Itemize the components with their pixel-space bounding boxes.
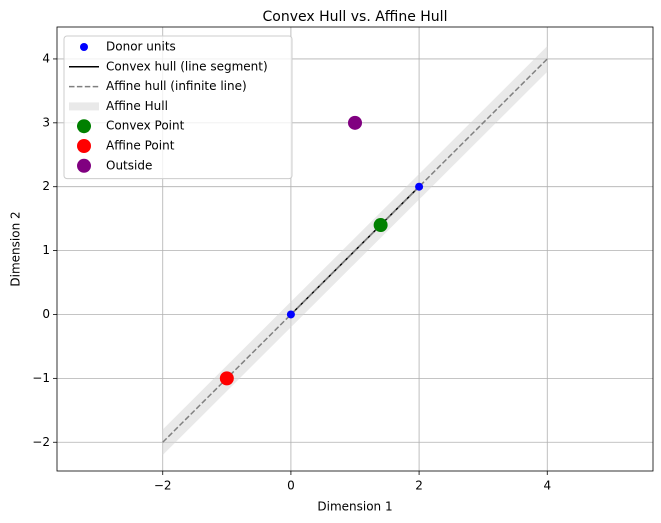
axes-frame [56, 26, 654, 472]
point [348, 115, 362, 130]
x-tick-label: 4 [543, 479, 551, 493]
legend-box [63, 35, 293, 180]
legend-marker [77, 139, 91, 153]
legend: Donor units Convex hull (line segment) Aff… [63, 35, 293, 180]
y-tick-label: 1 [42, 243, 50, 257]
legend-marker [77, 119, 91, 134]
y-axis-label: Dimension 2 [9, 211, 23, 286]
legend-label: Convex hull (line segment) [106, 59, 268, 73]
y-tick-label: 2 [42, 179, 50, 193]
legend-marker [69, 102, 99, 111]
point [219, 371, 234, 386]
y-tick-label: 0 [42, 307, 50, 321]
legend-marker [77, 158, 91, 173]
legend-label: Affine hull (infinite line) [106, 79, 247, 93]
y-tick-label: 4 [42, 51, 50, 65]
point [415, 182, 424, 191]
y-tick-label: 3 [42, 115, 50, 129]
chart-title: Convex Hull vs. Affine Hull [263, 9, 448, 25]
legend-label: Affine Hull [106, 99, 168, 113]
x-tick-label: −2 [154, 479, 172, 493]
legend-label: Convex Point [106, 119, 185, 133]
x-tick-label: 0 [287, 479, 295, 493]
legend-label: Outside [106, 158, 152, 172]
legend-label: Affine Point [106, 139, 175, 153]
point [373, 218, 388, 233]
point [286, 310, 295, 319]
y-tick-label: −2 [32, 435, 50, 449]
legend-label: Donor units [106, 40, 176, 54]
x-axis-label: Dimension 1 [317, 500, 392, 514]
y-tick-label: −1 [32, 371, 50, 385]
legend-marker [80, 43, 88, 51]
x-tick-label: 2 [415, 479, 423, 493]
